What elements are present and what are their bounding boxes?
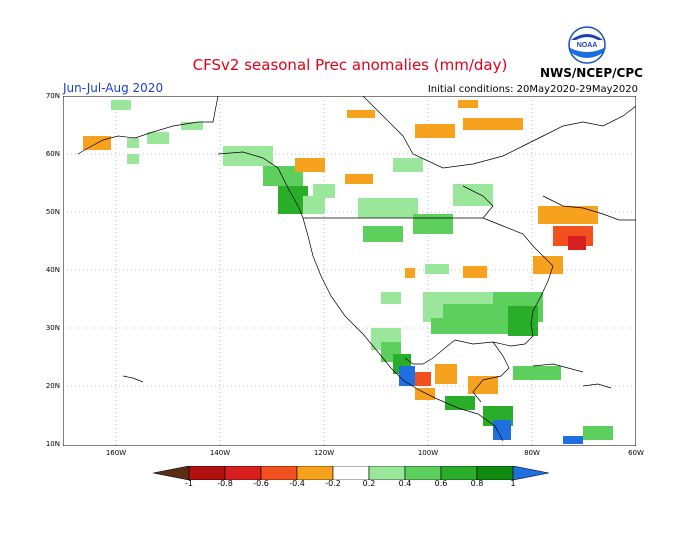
map-title: CFSv2 seasonal Prec anomalies (mm/day) xyxy=(192,56,508,74)
lat-label-70N: 70N xyxy=(45,92,60,100)
noaa-logo-icon: NOAA xyxy=(568,26,606,64)
colorbar-segment xyxy=(332,466,370,480)
colorbar-label: 1 xyxy=(510,479,516,488)
season-label: Jun-Jul-Aug 2020 xyxy=(63,81,164,95)
colorbar-right-arrow xyxy=(512,466,549,480)
lon-label-100W: 100W xyxy=(417,449,439,457)
lat-label-50N: 50N xyxy=(45,208,60,216)
colorbar-segment xyxy=(476,466,514,480)
initial-conditions-label: Initial conditions: 20May2020-29May2020 xyxy=(427,84,638,95)
colorbar-segment xyxy=(296,466,334,480)
colorbar xyxy=(153,466,549,480)
colorbar-label: -0.2 xyxy=(325,479,341,488)
colorbar-segment xyxy=(368,466,406,480)
svg-text:NOAA: NOAA xyxy=(577,42,598,49)
lon-label-140W: 140W xyxy=(209,449,231,457)
lon-label-160W: 160W xyxy=(105,449,127,457)
lon-label-60W: 60W xyxy=(628,449,644,457)
lat-label-60N: 60N xyxy=(45,150,60,158)
colorbar-label: -0.6 xyxy=(253,479,269,488)
colorbar-label: 0.6 xyxy=(434,479,448,488)
lon-label-80W: 80W xyxy=(524,449,540,457)
colorbar-segment xyxy=(440,466,478,480)
colorbar-label: -0.4 xyxy=(289,479,305,488)
colorbar-label: -0.8 xyxy=(217,479,233,488)
colorbar-left-arrow xyxy=(153,466,190,480)
lat-label-10N: 10N xyxy=(45,440,60,448)
colorbar-segment xyxy=(260,466,298,480)
coastlines xyxy=(77,96,636,442)
org-label: NWS/NCEP/CPC xyxy=(540,66,643,80)
colorbar-segment xyxy=(188,466,226,480)
precip-anomaly-patches xyxy=(83,100,613,444)
lat-label-30N: 30N xyxy=(45,324,60,332)
lat-label-20N: 20N xyxy=(45,382,60,390)
lat-label-40N: 40N xyxy=(45,266,60,274)
colorbar-segment xyxy=(404,466,442,480)
colorbar-label: 0.2 xyxy=(362,479,376,488)
precip-anomaly-map xyxy=(63,96,636,446)
colorbar-segment xyxy=(224,466,262,480)
colorbar-label: 0.4 xyxy=(398,479,412,488)
colorbar-label: 0.8 xyxy=(470,479,484,488)
colorbar-label: -1 xyxy=(185,479,193,488)
lon-label-120W: 120W xyxy=(313,449,335,457)
